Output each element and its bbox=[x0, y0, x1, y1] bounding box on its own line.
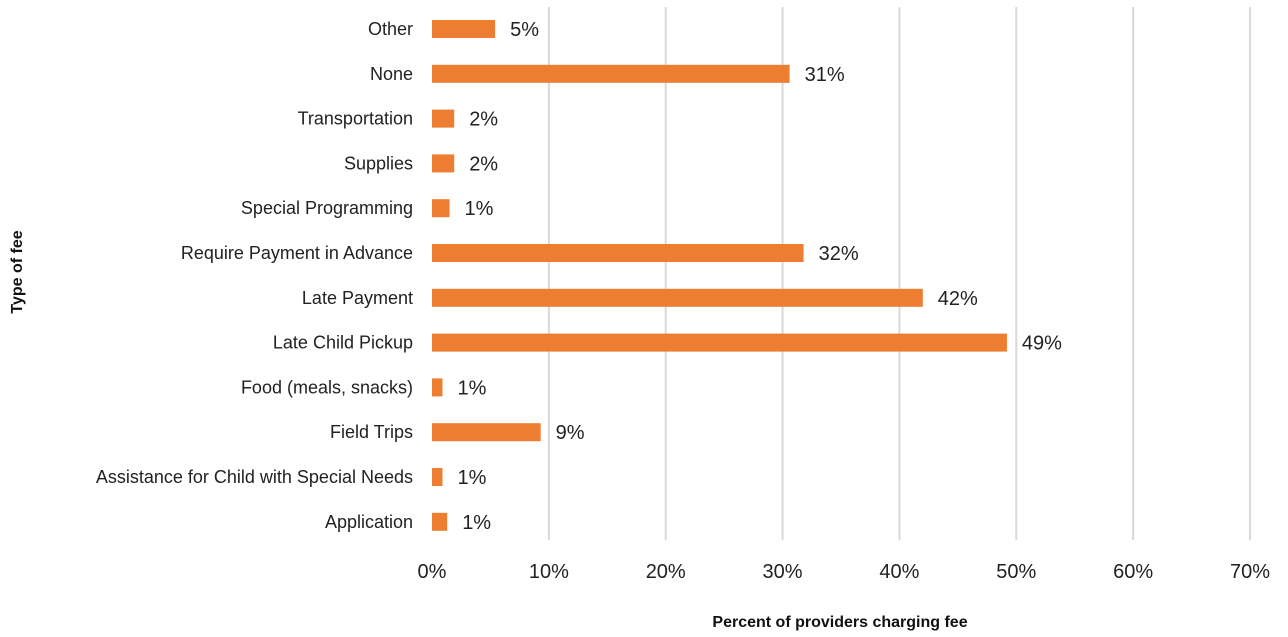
category-label-10: Assistance for Child with Special Needs bbox=[96, 467, 413, 487]
category-label-6: Late Payment bbox=[302, 288, 413, 308]
category-label-0: Other bbox=[368, 19, 413, 39]
value-label-2: 2% bbox=[469, 109, 498, 131]
y-axis-title: Type of fee bbox=[9, 230, 26, 313]
bar-4 bbox=[432, 199, 450, 218]
x-tick-label-30: 30% bbox=[763, 561, 803, 583]
bar-8 bbox=[432, 378, 443, 397]
value-label-10: 1% bbox=[458, 467, 487, 489]
category-label-5: Require Payment in Advance bbox=[181, 243, 413, 263]
x-tick-label-70: 70% bbox=[1230, 561, 1270, 583]
gridlines bbox=[547, 7, 1251, 540]
bar-3 bbox=[432, 154, 455, 173]
value-label-9: 9% bbox=[556, 422, 585, 444]
value-label-4: 1% bbox=[465, 198, 494, 220]
x-tick-label-0: 0% bbox=[418, 561, 447, 583]
category-label-2: Transportation bbox=[298, 109, 413, 129]
x-tick-label-40: 40% bbox=[879, 561, 919, 583]
category-label-4: Special Programming bbox=[241, 198, 413, 218]
x-tick-labels: 0% 10% 20% 30% 40% 50% 60% 70% bbox=[418, 561, 1271, 583]
value-label-6: 42% bbox=[938, 288, 978, 310]
category-label-9: Field Trips bbox=[330, 422, 413, 442]
bar-5 bbox=[432, 244, 804, 262]
category-label-1: None bbox=[370, 64, 413, 84]
category-label-7: Late Child Pickup bbox=[273, 333, 413, 353]
value-label-3: 2% bbox=[469, 153, 498, 175]
category-label-3: Supplies bbox=[344, 153, 413, 173]
bar-1 bbox=[432, 64, 790, 83]
x-tick-label-60: 60% bbox=[1113, 561, 1153, 583]
x-tick-label-20: 20% bbox=[646, 561, 686, 583]
bar-0 bbox=[432, 20, 496, 38]
value-label-11: 1% bbox=[462, 512, 491, 534]
bars bbox=[432, 20, 1007, 531]
x-tick-label-10: 10% bbox=[529, 561, 569, 583]
value-label-8: 1% bbox=[458, 377, 487, 399]
category-label-8: Food (meals, snacks) bbox=[241, 377, 413, 397]
bar-10 bbox=[432, 468, 443, 486]
value-label-7: 49% bbox=[1022, 333, 1062, 355]
value-label-0: 5% bbox=[510, 19, 539, 41]
value-labels: 5% 31% 2% 2% 1% 32% 42% 49% 1% 9% 1% 1% bbox=[458, 19, 1063, 534]
x-tick-label-50: 50% bbox=[996, 561, 1036, 583]
value-label-1: 31% bbox=[805, 64, 845, 86]
bar-7 bbox=[432, 333, 1007, 352]
category-labels: Other None Transportation Supplies Special P… bbox=[96, 19, 413, 532]
bar-6 bbox=[432, 288, 923, 307]
bar-9 bbox=[432, 423, 541, 442]
category-label-11: Application bbox=[325, 512, 413, 532]
value-label-5: 32% bbox=[819, 243, 859, 265]
bar-2 bbox=[432, 109, 455, 128]
x-axis-title: Percent of providers charging fee bbox=[712, 614, 967, 631]
bar-11 bbox=[432, 512, 448, 531]
